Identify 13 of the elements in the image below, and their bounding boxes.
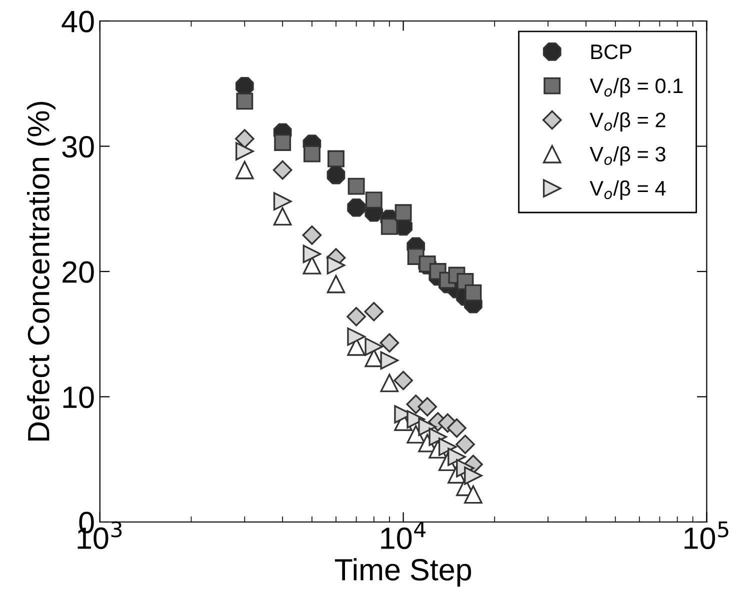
y-tick-label: 40 [62,10,94,32]
y-tick-label: 20 [62,261,94,283]
legend-label: V$_{o}$/β = 3 [590,146,666,166]
legend-label: V$_{o}$/β = 0.1 [590,78,683,98]
y-tick-label: 10 [63,386,94,408]
x-axis-title: Time Step [334,558,472,587]
y-tick-label: 30 [62,136,94,158]
legend-label: V$_{o}$/β = 2 [590,112,666,132]
legend-label: V$_{o}$/β = 4 [590,180,666,200]
x-tick-label: 10$^{5}$ [684,522,728,550]
y-axis-title: Defect Concentration (%) [27,102,56,441]
legend-label: BCP [591,44,632,60]
x-tick-label: 10$^{4}$ [381,522,426,550]
